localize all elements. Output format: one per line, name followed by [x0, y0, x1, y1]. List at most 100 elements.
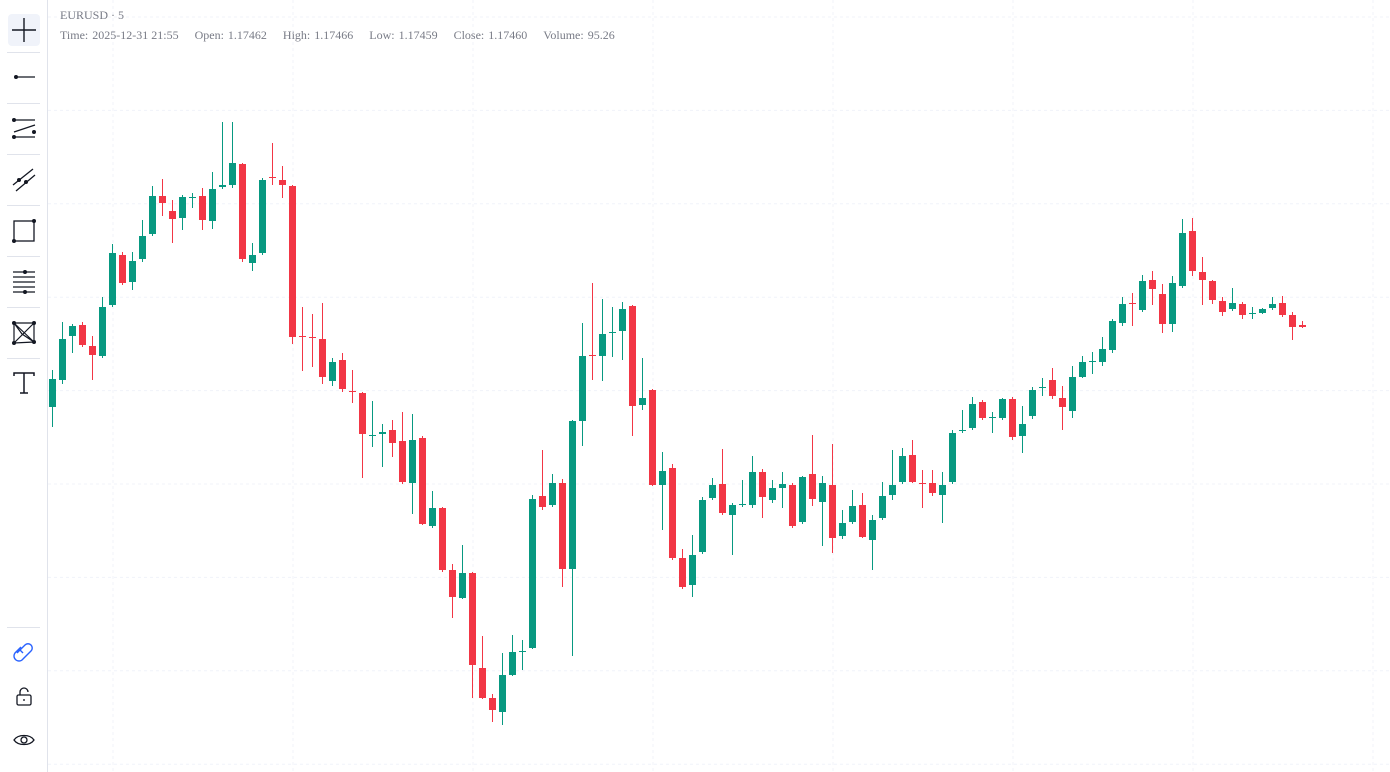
candle-body: [1129, 303, 1136, 304]
trend-line-tool[interactable]: [11, 64, 37, 90]
legend-label: High:: [282, 28, 311, 42]
candle-body: [1299, 325, 1306, 327]
text-tool[interactable]: [11, 370, 37, 396]
candle-body: [369, 435, 376, 436]
magnet-tool[interactable]: [11, 639, 37, 665]
symbol-title: EURUSD · 5: [60, 8, 125, 22]
candle-body: [549, 483, 556, 505]
pitchfork-tool[interactable]: [11, 167, 37, 193]
candle-body: [1279, 303, 1286, 315]
candle-body: [889, 485, 896, 495]
candle-body: [229, 163, 236, 185]
pattern-tool[interactable]: [11, 320, 37, 346]
candle-body: [89, 346, 96, 355]
lock-tool[interactable]: [11, 684, 37, 710]
candle-body: [419, 438, 426, 524]
candle-body: [999, 399, 1006, 418]
candle-body: [569, 421, 576, 569]
candle-body: [1099, 349, 1106, 362]
candle-body: [1149, 280, 1156, 289]
channel-tool[interactable]: [11, 115, 37, 141]
candle-body: [1029, 390, 1036, 416]
separator: [7, 52, 40, 53]
candle-body: [239, 164, 246, 259]
candle-body: [1259, 309, 1266, 313]
candle-body: [1269, 304, 1276, 308]
legend-item: Open: 1.17462: [195, 28, 267, 42]
candle-body: [1019, 424, 1026, 436]
candle-body: [1069, 377, 1076, 411]
candle-body: [699, 500, 706, 552]
candle-body: [979, 402, 986, 418]
candle-body: [1209, 281, 1216, 300]
candle-body: [289, 186, 296, 337]
candle-body: [839, 523, 846, 536]
candle-body: [679, 558, 686, 587]
candle-body: [99, 307, 106, 356]
candle-body: [739, 504, 746, 505]
candle-body: [609, 332, 616, 333]
candle-body: [309, 337, 316, 338]
candle-body: [809, 474, 816, 499]
legend-value: 95.26: [587, 28, 615, 42]
candle-body: [829, 485, 836, 538]
candle-body: [749, 472, 756, 505]
candle-body: [1059, 398, 1066, 407]
legend-value: 1.17459: [398, 28, 438, 42]
candle-body: [519, 651, 526, 652]
rectangle-tool[interactable]: [11, 218, 37, 244]
candle-body: [1049, 380, 1056, 396]
legend-item: Low: 1.17459: [369, 28, 437, 42]
candle-body: [669, 468, 676, 558]
legend-label: Close:: [453, 28, 485, 42]
candle-body: [1199, 272, 1206, 280]
candle-body: [1079, 362, 1086, 377]
candle-body: [689, 555, 696, 585]
candle-body: [779, 484, 786, 488]
candle-body: [599, 334, 606, 356]
candle-body: [649, 390, 656, 485]
candle-body: [499, 675, 506, 712]
visibility-tool[interactable]: [11, 727, 37, 753]
candle-body: [769, 488, 776, 500]
candle-body: [899, 456, 906, 482]
candle-body: [379, 432, 386, 434]
legend-value: 2025-12-31 21:55: [92, 28, 179, 42]
candle-body: [849, 506, 856, 522]
candle-body: [179, 197, 186, 218]
candle-body: [1089, 361, 1096, 362]
candle-body: [559, 483, 566, 569]
candle-body: [969, 404, 976, 428]
candle-body: [269, 177, 276, 178]
candle-body: [469, 573, 476, 665]
candle-body: [989, 417, 996, 418]
candle-body: [319, 339, 326, 377]
candle-body: [389, 430, 396, 443]
candle-body: [539, 496, 546, 507]
candle-body: [509, 652, 516, 675]
candle-body: [1139, 281, 1146, 310]
candle-body: [259, 180, 266, 253]
legend-label: Open:: [194, 28, 224, 42]
candle-body: [619, 309, 626, 331]
candle-body: [819, 483, 826, 502]
crosshair-tool[interactable]: [8, 14, 40, 46]
candle-body: [249, 255, 256, 263]
candle-body: [489, 698, 496, 710]
fib-tool[interactable]: [11, 269, 37, 295]
candle-body: [219, 185, 226, 187]
separator: [7, 256, 40, 257]
legend-item: Time: 2025-12-31 21:55: [60, 28, 179, 42]
candle-body: [209, 189, 216, 221]
separator: [7, 307, 40, 308]
candle-body: [109, 253, 116, 305]
candle-body: [299, 336, 306, 337]
candle-body: [1159, 294, 1166, 324]
candle-body: [759, 472, 766, 497]
legend-value: 1.17460: [488, 28, 528, 42]
candle-body: [359, 393, 366, 434]
candle-body: [459, 573, 466, 598]
candle-body: [1229, 303, 1236, 309]
separator: [7, 205, 40, 206]
candle-body: [659, 471, 666, 485]
